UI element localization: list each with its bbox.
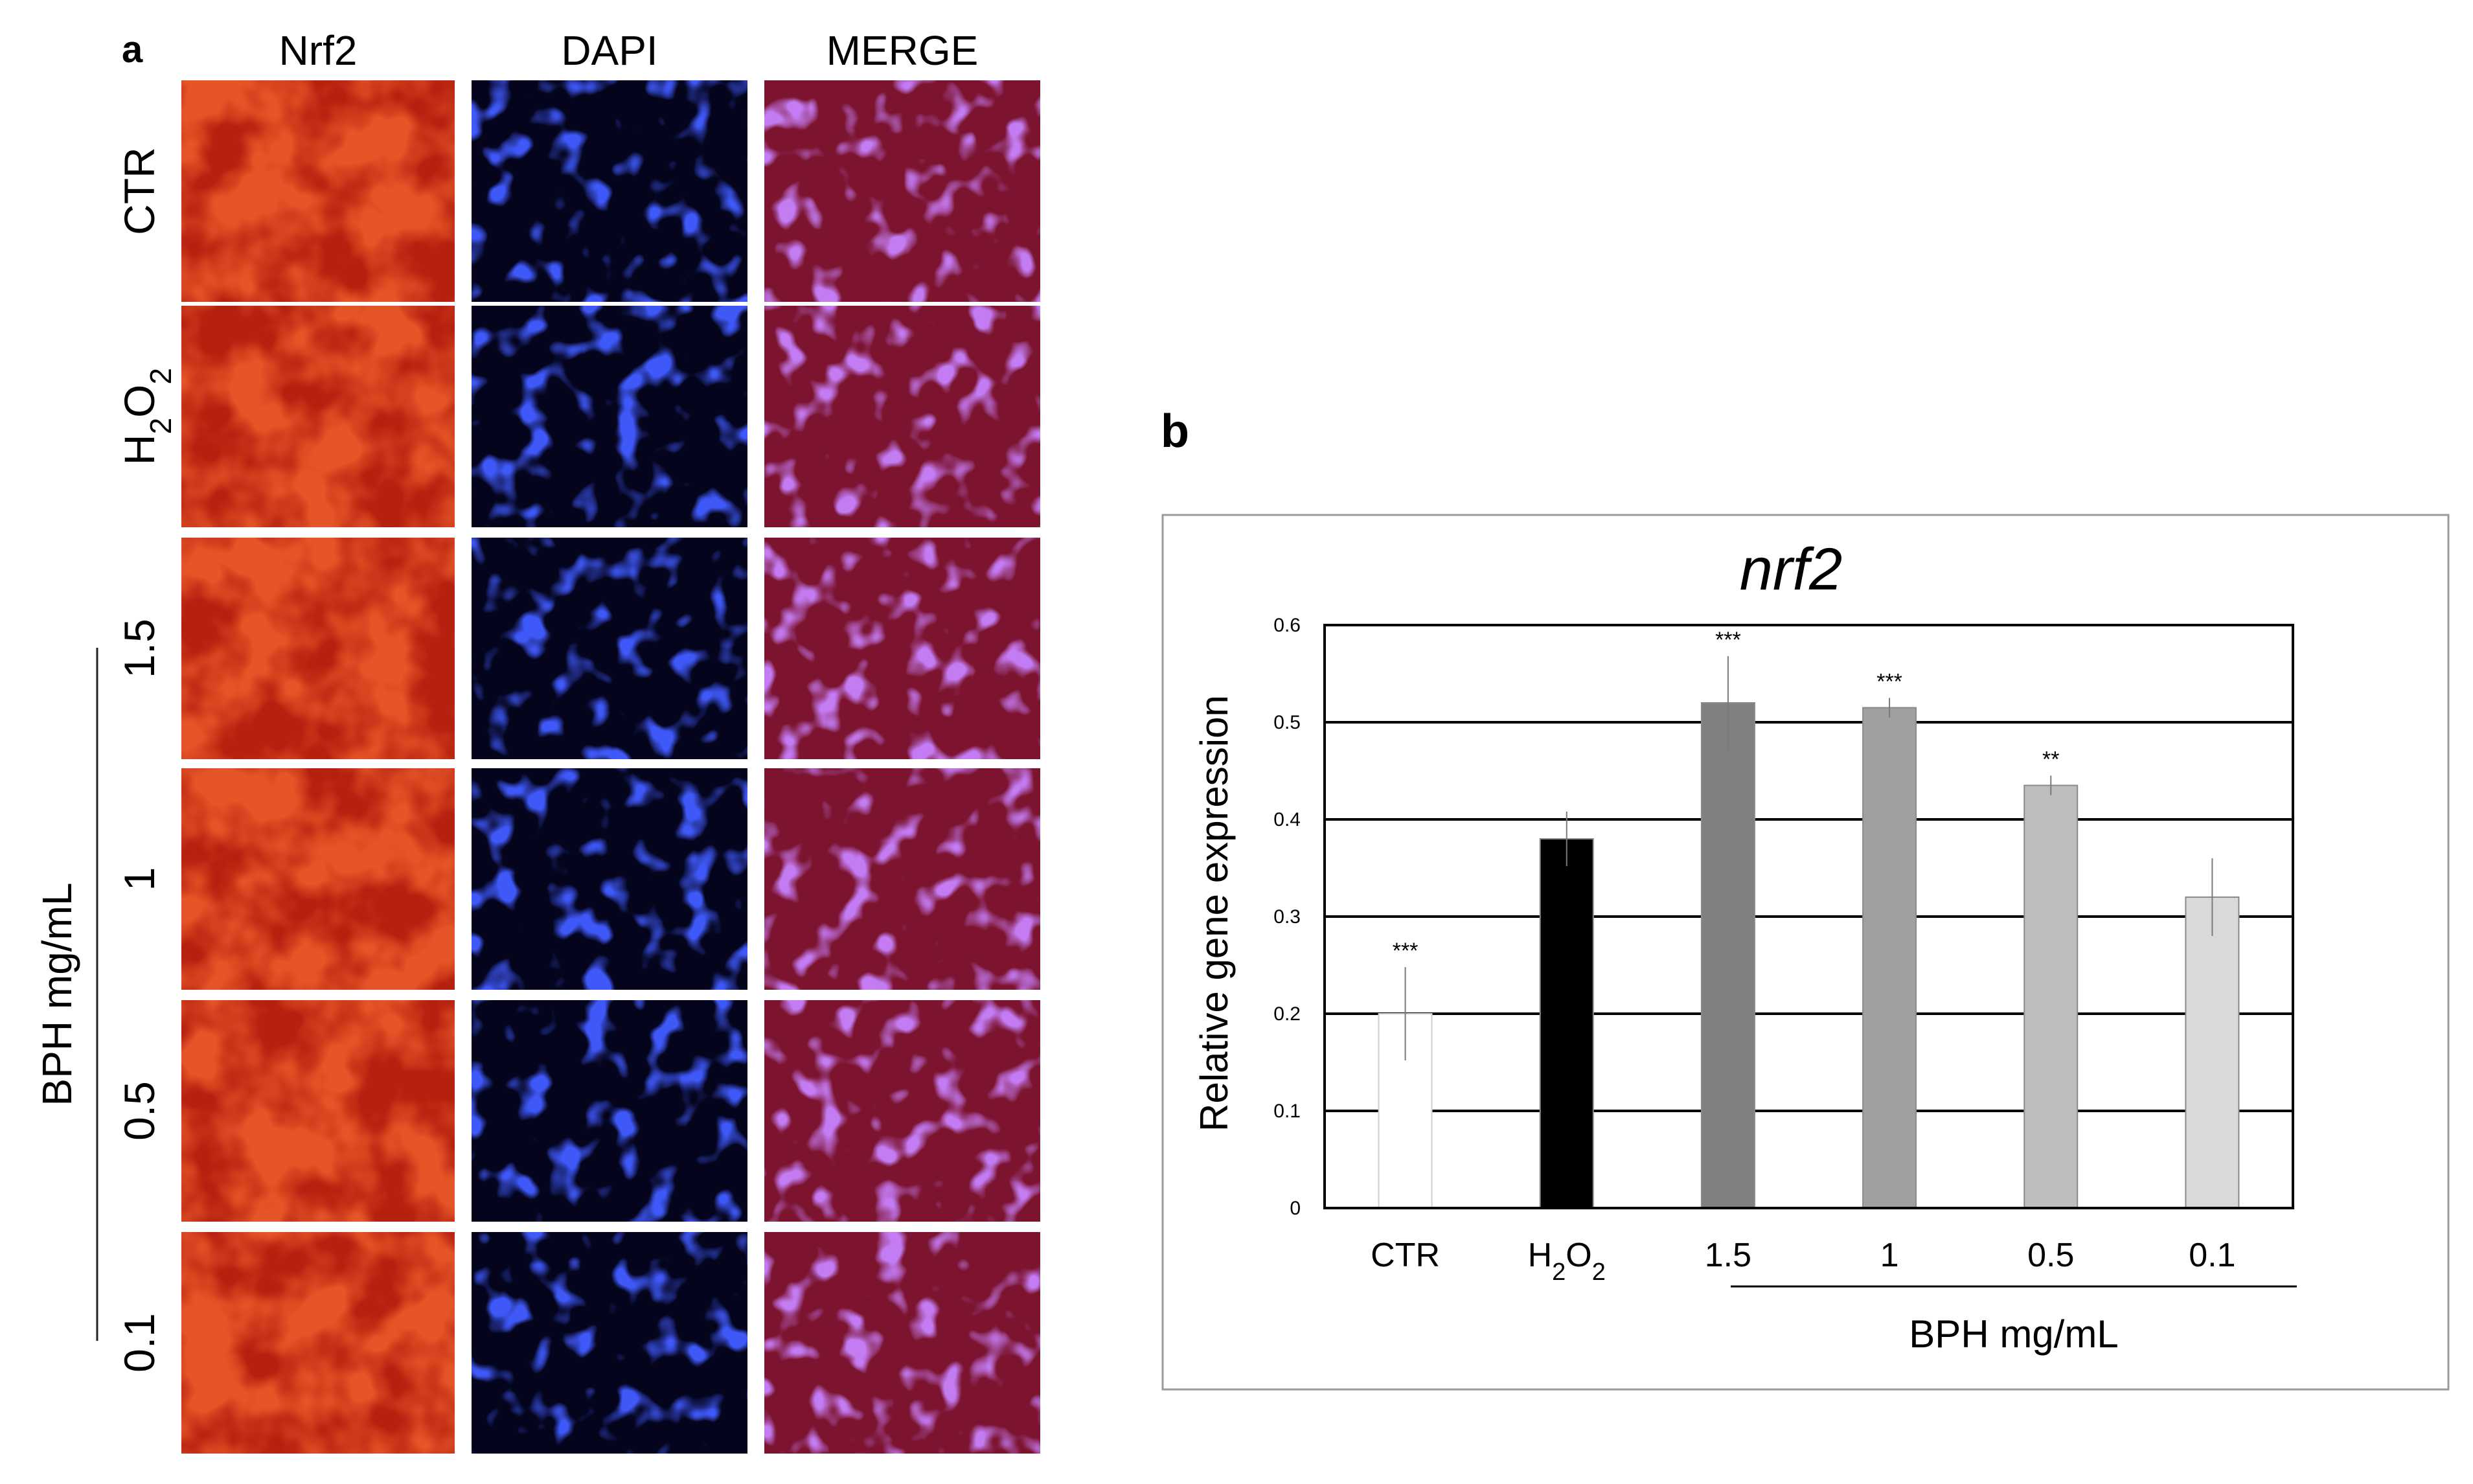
micrograph-merge-0-1	[764, 1232, 1040, 1454]
row-label-0-1: 0.1	[115, 1313, 163, 1373]
row-label-0-5: 0.5	[115, 1081, 163, 1141]
micrograph-dapi-1-5	[472, 538, 747, 759]
micrograph-merge-1-5	[764, 538, 1040, 759]
significance-label: ***	[1876, 670, 1902, 694]
bar-1	[1862, 707, 1917, 1209]
bph-group-label-b: BPH mg/mL	[1909, 1312, 2118, 1356]
micrograph-grid	[181, 80, 1040, 1454]
plot-area-border	[1323, 624, 2294, 1209]
column-headers: Nrf2 DAPI MERGE	[279, 27, 979, 74]
y-tick-label: 0.4	[1273, 809, 1301, 830]
significance-labels: ***********	[1393, 628, 2060, 963]
significance-label: ***	[1393, 939, 1419, 963]
micrograph-dapi-1	[472, 768, 747, 990]
x-tick-labels: CTR H2O2 1.5 1 0.5 0.1	[1371, 1237, 2235, 1286]
micrograph-dapi-h2o2	[472, 306, 747, 527]
bar-0-5	[2023, 784, 2079, 1209]
x-tick-label: 1.5	[1705, 1237, 1751, 1274]
row-label-h2o2: H2O2	[115, 368, 177, 465]
panel-b-chart: b nrf2 Relative gene expression 00.10.20…	[1161, 405, 2450, 1391]
row-label-ctr: CTR	[115, 147, 163, 235]
significance-label: ***	[1715, 628, 1741, 652]
significance-label: **	[2042, 748, 2059, 772]
column-header-nrf2: Nrf2	[279, 27, 358, 74]
y-tick-label: 0.1	[1273, 1101, 1301, 1122]
y-tick-label: 0.2	[1273, 1003, 1301, 1025]
y-tick-label: 0	[1290, 1198, 1301, 1219]
column-header-merge: MERGE	[826, 27, 979, 74]
y-tick-label: 0.3	[1273, 906, 1301, 928]
y-tick-labels: 0 0.1 0.2 0.3 0.4 0.5 0.6	[1273, 615, 1301, 1219]
x-tick-label: CTR	[1371, 1237, 1440, 1274]
x-tick-label: 0.1	[2189, 1237, 2235, 1274]
y-tick-label: 0.6	[1273, 615, 1301, 636]
y-axis-label: Relative gene expression	[1192, 695, 1236, 1132]
micrograph-dapi-ctr	[472, 80, 747, 302]
panel-b-label: b	[1161, 405, 1189, 457]
panel-a-micrographs: a Nrf2 DAPI MERGE CTR H2O2 1.5 1 0.5 0.1 BPH mg…	[34, 27, 1040, 1454]
column-header-dapi: DAPI	[561, 27, 657, 74]
micrograph-dapi-0-1	[472, 1232, 747, 1454]
row-labels: CTR H2O2 1.5 1 0.5 0.1	[115, 147, 177, 1373]
micrograph-merge-1	[764, 768, 1040, 990]
x-tick-label: 1	[1880, 1237, 1899, 1274]
micrograph-nrf2-1	[181, 768, 455, 990]
micrograph-dapi-0-5	[472, 1000, 747, 1222]
x-tick-label: 0.5	[2027, 1237, 2074, 1274]
panel-a-label: a	[122, 29, 143, 71]
bars	[1378, 702, 2240, 1209]
micrograph-nrf2-0-5	[181, 1000, 455, 1222]
gridlines	[1325, 721, 2293, 1112]
error-bars	[1404, 656, 2213, 1060]
x-tick-label: H2O2	[1528, 1237, 1606, 1286]
micrograph-nrf2-1-5	[181, 538, 455, 759]
chart-frame	[1161, 514, 2450, 1391]
micrograph-merge-h2o2	[764, 306, 1040, 527]
row-label-1-5: 1.5	[115, 619, 163, 678]
chart-title: nrf2	[1740, 536, 1843, 602]
bph-group-label-vertical: BPH mg/mL	[34, 883, 80, 1106]
micrograph-nrf2-ctr	[181, 80, 455, 302]
bar-1-5	[1700, 702, 1755, 1209]
micrograph-nrf2-h2o2	[181, 306, 455, 527]
micrograph-merge-0-5	[764, 1000, 1040, 1222]
micrograph-merge-ctr	[764, 80, 1040, 302]
bar-0-1	[2185, 896, 2240, 1209]
row-label-1: 1	[115, 867, 163, 891]
micrograph-nrf2-0-1	[181, 1232, 455, 1454]
y-tick-label: 0.5	[1273, 712, 1301, 733]
bar-h2o2	[1539, 838, 1594, 1209]
